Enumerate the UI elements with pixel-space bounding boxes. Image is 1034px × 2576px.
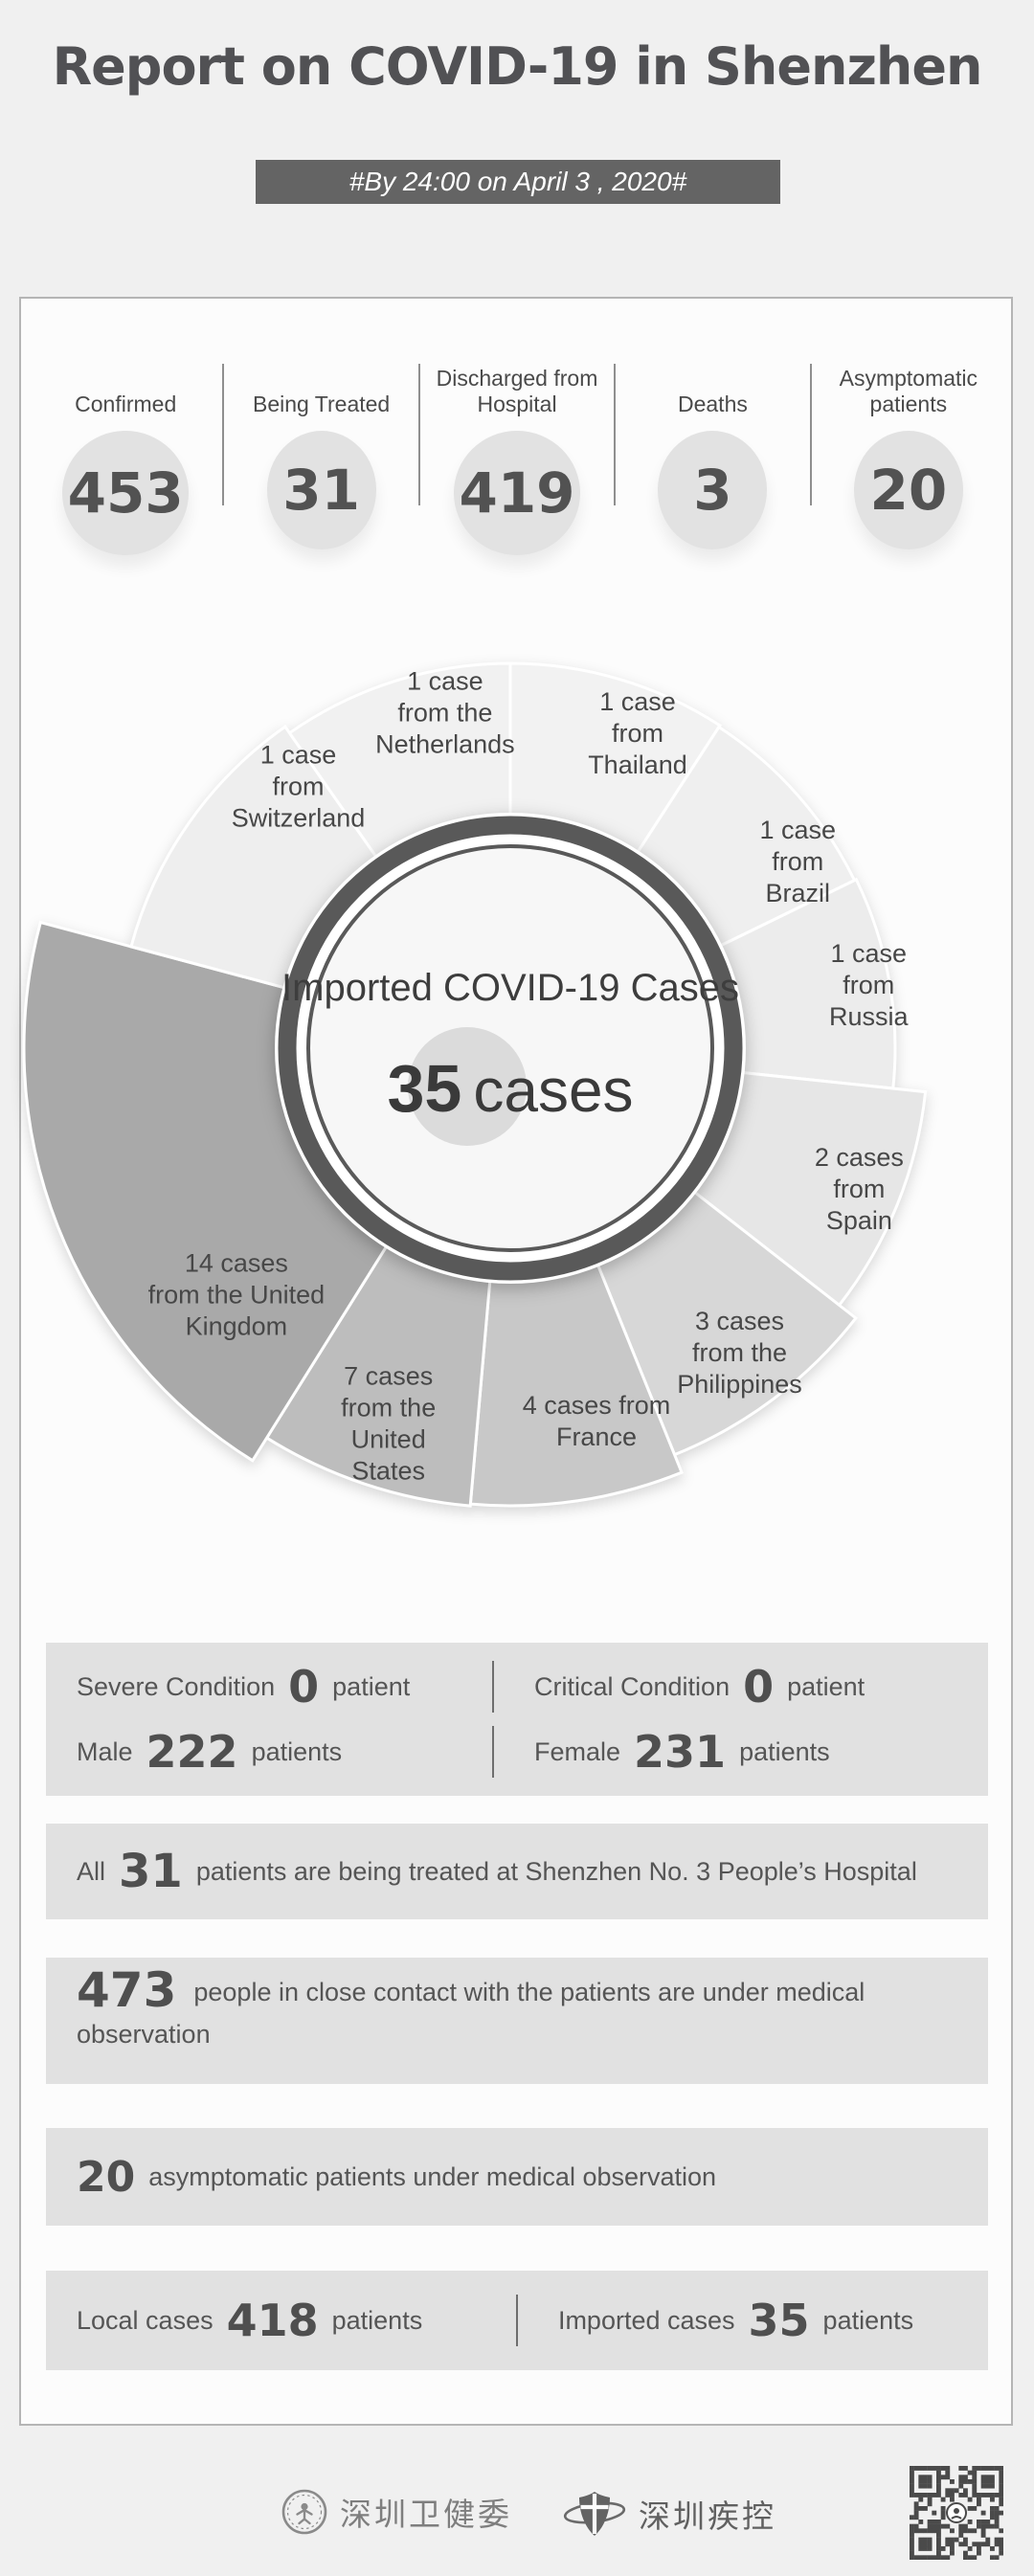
male-value: 222: [146, 1726, 238, 1778]
stat-divider: [809, 364, 812, 505]
asymptomatic-text: asymptomatic patients under medical obse…: [148, 2162, 717, 2191]
hospital-prefix: All: [77, 1856, 106, 1886]
stat-discharged-bubble: 419: [454, 431, 581, 555]
close-contact-text: people in close contact with the patient…: [77, 1978, 865, 2049]
chart-center-number: 35: [387, 1051, 461, 1126]
asymptomatic-box: 20 asymptomatic patients under medical o…: [46, 2128, 988, 2226]
chart-slice-label-spain: 2 cases from Spain: [815, 1143, 904, 1235]
stat-asymptomatic-label: Asymptomatic patients: [839, 366, 978, 416]
cdc-logo-icon: [563, 2492, 626, 2536]
chart-slice-label-netherlands: 1 case from the Netherlands: [375, 667, 515, 759]
page-title: Report on COVID-19 in Shenzhen: [52, 36, 983, 97]
close-contact-value: 473: [77, 1962, 177, 2018]
chart-slice-label-brazil: 1 case from Brazil: [759, 816, 836, 907]
chart-slice-label-philippines: 3 cases from the Philippines: [677, 1307, 802, 1399]
female-value: 231: [634, 1726, 727, 1778]
stat-deaths-label: Deaths: [677, 392, 748, 416]
male-item: Male 222 patients: [46, 1726, 492, 1778]
stat-confirmed-value: 453: [67, 460, 184, 526]
male-label: Male: [77, 1736, 133, 1766]
critical-condition-unit: patient: [787, 1671, 865, 1701]
health-commission-logo-icon: [281, 2489, 327, 2535]
chart-slice-label-russia: 1 case from Russia: [829, 939, 910, 1031]
chart-slice-label-united-states: 7 cases from the United States: [341, 1361, 436, 1485]
stat-discharged-value: 419: [459, 460, 575, 526]
imported-cases-value: 35: [748, 2295, 810, 2346]
stat-being-treated-value: 31: [282, 458, 360, 523]
cdc-name: 深圳疾控: [639, 2498, 776, 2534]
female-label: Female: [534, 1736, 621, 1766]
severe-condition-unit: patient: [332, 1671, 411, 1701]
critical-condition-item: Critical Condition 0 patient: [494, 1661, 940, 1713]
local-cases-item: Local cases 418 patients: [46, 2295, 516, 2346]
hospital-suffix: patients are being treated at Shenzhen N…: [195, 1856, 917, 1886]
hospital-box: All 31 patients are being treated at She…: [46, 1824, 988, 1919]
chart-slice-label-france: 4 cases from France: [523, 1391, 671, 1451]
severe-condition-item: Severe Condition 0 patient: [46, 1661, 492, 1713]
stat-confirmed-bubble: 453: [62, 431, 190, 555]
vertical-divider: [492, 1661, 494, 1713]
hospital-value: 31: [119, 1845, 183, 1898]
local-cases-value: 418: [226, 2295, 319, 2346]
condition-gender-box: Severe Condition 0 patient Critical Cond…: [46, 1643, 988, 1796]
stat-deaths-value: 3: [693, 458, 732, 523]
chart-slice-label-united-kingdom: 14 cases from the United Kingdom: [148, 1249, 326, 1341]
date-banner: #By 24:00 on April 3 , 2020#: [256, 160, 780, 204]
center-thick-ring: [278, 816, 743, 1281]
chart-center-unit: cases: [473, 1056, 633, 1125]
chart-center-title: Imported COVID-19 Cases: [281, 967, 739, 1009]
stat-divider: [614, 364, 617, 505]
critical-condition-value: 0: [743, 1661, 775, 1713]
gender-row: Male 222 patients Female 231 patients: [46, 1726, 988, 1778]
imported-cases-label: Imported cases: [557, 2305, 735, 2335]
condition-row: Severe Condition 0 patient Critical Cond…: [46, 1661, 988, 1713]
vertical-divider: [515, 2295, 518, 2346]
chart-center: Imported COVID-19 Cases 35 cases: [275, 813, 746, 1284]
stat-discharged-label: Discharged from Hospital: [436, 366, 598, 416]
shenzhen-health-commission: 深圳卫健委: [281, 2489, 512, 2535]
summary-stats-row: Confirmed 453 Being Treated 31 Discharge…: [29, 356, 1005, 555]
male-unit: patients: [251, 1736, 343, 1766]
stat-asymptomatic-value: 20: [869, 458, 948, 523]
stat-asymptomatic-bubble: 20: [853, 431, 963, 549]
local-cases-label: Local cases: [77, 2305, 214, 2335]
stat-being-treated-label: Being Treated: [253, 392, 391, 416]
health-commission-name: 深圳卫健委: [340, 2497, 512, 2532]
stat-deaths-bubble: 3: [658, 431, 768, 549]
stat-confirmed: Confirmed 453: [29, 356, 222, 555]
asymptomatic-value: 20: [77, 2152, 136, 2202]
critical-condition-label: Critical Condition: [534, 1671, 731, 1701]
stat-confirmed-label: Confirmed: [75, 392, 177, 416]
qr-code: [910, 2466, 1003, 2560]
stat-being-treated: Being Treated 31: [224, 356, 417, 549]
chart-slice-label-thailand: 1 case from Thailand: [588, 687, 687, 779]
female-unit: patients: [739, 1736, 830, 1766]
stat-discharged: Discharged from Hospital 419: [420, 356, 614, 555]
shenzhen-cdc: 深圳疾控: [563, 2489, 776, 2539]
chart-slice-label-switzerland: 1 case from Switzerland: [232, 740, 366, 832]
stat-divider: [417, 364, 420, 505]
stat-divider: [222, 364, 225, 505]
imported-cases-unit: patients: [822, 2305, 914, 2335]
imported-cases-chart: Imported COVID-19 Cases 35 cases 1 case fr…: [22, 661, 928, 1508]
severe-condition-value: 0: [288, 1661, 320, 1713]
chart-labels-group: 1 case from Thailand 1 case from Brazil 1 case…: [148, 667, 910, 1486]
local-imported-box: Local cases 418 patients Imported cases …: [46, 2271, 988, 2370]
vertical-divider: [492, 1726, 494, 1778]
close-contact-text-block: 473 people in close contact with the pati…: [46, 1958, 988, 2055]
local-cases-unit: patients: [331, 2305, 423, 2335]
female-item: Female 231 patients: [494, 1726, 940, 1778]
stat-asymptomatic: Asymptomatic patients 20: [812, 356, 1005, 549]
stat-being-treated-bubble: 31: [266, 431, 376, 549]
severe-condition-label: Severe Condition: [77, 1671, 276, 1701]
stat-deaths: Deaths 3: [616, 356, 809, 549]
center-value-highlight-circle: [408, 1027, 527, 1146]
imported-cases-item: Imported cases 35 patients: [518, 2295, 988, 2346]
chart-center-value: 35 cases: [387, 1051, 633, 1126]
close-contact-box: 473 people in close contact with the pati…: [46, 1958, 988, 2084]
